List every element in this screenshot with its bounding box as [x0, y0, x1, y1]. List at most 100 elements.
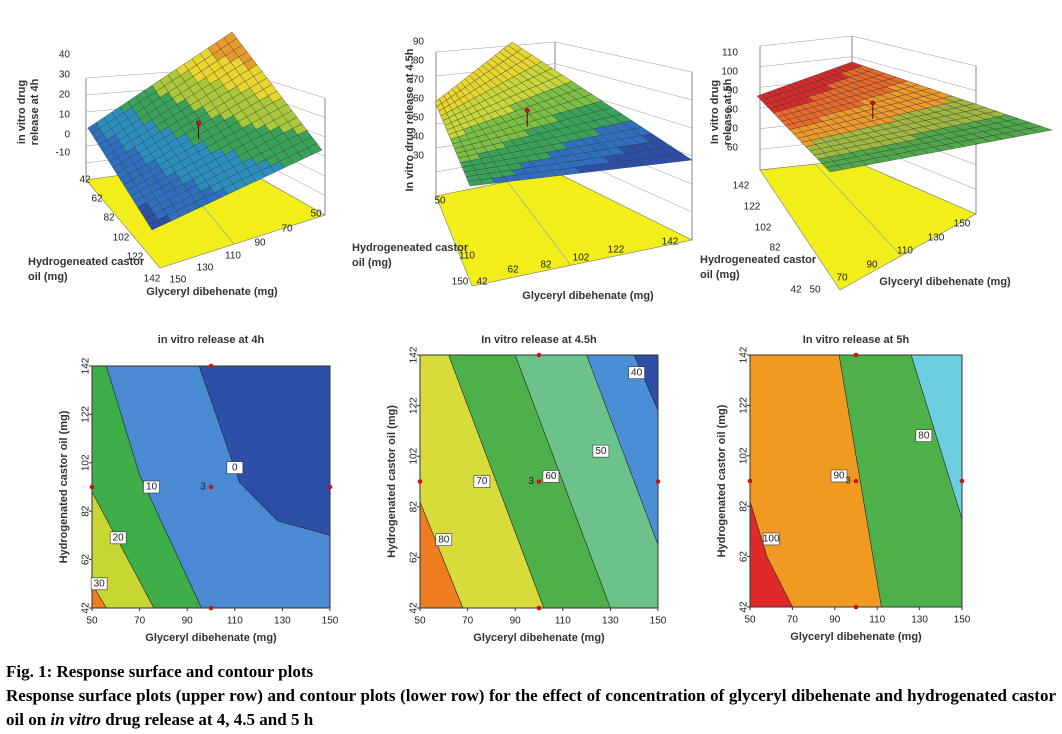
- z-tick-label: 90: [413, 37, 425, 48]
- x-tick-label: 50: [809, 285, 821, 296]
- y-axis-label-line: Hydrogeneated castor: [700, 254, 817, 266]
- y-tick-label: 82: [739, 500, 750, 512]
- x-tick-label: 150: [954, 219, 971, 230]
- x-tick-label: 110: [897, 246, 913, 257]
- y-tick-label: 122: [409, 397, 420, 414]
- x-tick-label: 110: [869, 615, 885, 626]
- y-tick-label: 102: [113, 233, 130, 244]
- contour-label: 20: [113, 532, 125, 543]
- y-tick-label: 150: [452, 277, 469, 288]
- y-tick-label: 102: [81, 454, 92, 471]
- contour-label-box: [762, 532, 780, 546]
- contour-label-box: [473, 475, 491, 488]
- y-tick-label: 42: [739, 601, 750, 613]
- y-tick-label: 82: [769, 243, 781, 254]
- z-tick-label: 100: [721, 67, 738, 78]
- design-point: [208, 605, 214, 611]
- x-tick-label: 150: [170, 275, 187, 286]
- contour-label-box: [542, 470, 560, 483]
- z-axis-label: In vitro drugrelease at 5h: [709, 78, 734, 145]
- x-tick-label: 70: [836, 273, 848, 284]
- y-tick-label: 42: [79, 175, 91, 186]
- y-tick-label: 110: [459, 251, 475, 262]
- z-tick-label: 10: [59, 110, 71, 121]
- y-tick-label: 42: [409, 602, 420, 614]
- y-tick-label: 142: [81, 357, 92, 374]
- y-tick-label: 62: [81, 554, 92, 566]
- x-tick-label: 70: [281, 224, 293, 235]
- caption-italic: in vitro: [50, 710, 101, 729]
- x-tick-label: 50: [744, 615, 756, 626]
- y-tick-label: 142: [409, 346, 420, 363]
- z-axis-label-line: release at 4h: [29, 78, 41, 145]
- z-tick-label: 40: [59, 50, 71, 61]
- design-point: [853, 604, 859, 610]
- design-point: [870, 100, 876, 106]
- design-point: [89, 484, 95, 490]
- y-tick-label: 42: [81, 602, 92, 614]
- x-axis-label: Glyceryl dibehenate (mg): [146, 286, 278, 298]
- x-axis-label: Glyceryl dibehenate (mg): [473, 632, 605, 644]
- z-tick-label: 0: [64, 130, 70, 141]
- z-tick-label: 80: [413, 56, 425, 67]
- y-tick-label: 62: [739, 551, 750, 563]
- y-tick-label: 102: [739, 447, 750, 464]
- y-axis-label-line: oil (mg): [352, 257, 392, 269]
- y-axis-label: Hydrogeneated castor oil (mg): [28, 256, 145, 283]
- contour-label: 50: [595, 446, 607, 457]
- x-tick-label: 110: [225, 251, 241, 262]
- contour-label: 40: [631, 367, 643, 378]
- contour-label-box: [592, 444, 610, 458]
- caption-title: Fig. 1: Response surface and contour plo…: [6, 662, 314, 681]
- z-tick-label: 30: [59, 70, 71, 81]
- x-tick-label: 70: [462, 616, 474, 627]
- x-axis-label: Glyceryl dibehenate (mg): [145, 632, 277, 644]
- x-tick-label: 102: [573, 253, 590, 264]
- x-tick-label: 130: [197, 263, 214, 274]
- floor: [759, 159, 977, 291]
- y-axis-label-line: Hydrogeneated castor: [28, 256, 145, 268]
- design-point: [417, 479, 423, 484]
- z-axis-label-line: In vitro drug release at 4.5h: [404, 48, 416, 191]
- x-tick-label: 130: [602, 616, 619, 627]
- contour-label: 0: [232, 462, 238, 473]
- x-tick-label: 70: [787, 615, 799, 626]
- x-tick-label: 90: [829, 615, 841, 626]
- y-tick-label: 82: [103, 213, 115, 224]
- z-tick-label: 80: [727, 105, 739, 116]
- x-axis-label: Glyceryl dibehenate (mg): [879, 276, 1011, 288]
- z-tick-label: 70: [413, 75, 425, 86]
- x-tick-label: 50: [86, 616, 98, 627]
- x-tick-label: 90: [182, 616, 194, 627]
- center-point-count: 3: [845, 476, 851, 487]
- design-point: [853, 478, 859, 484]
- y-tick-label: 122: [127, 252, 144, 263]
- floor-contour: [507, 181, 572, 266]
- design-point: [208, 484, 214, 490]
- caption-text: Response surface plots (upper row) and c…: [6, 684, 1056, 732]
- contour-label: 80: [918, 430, 930, 441]
- y-tick-label: 82: [409, 501, 420, 513]
- x-tick-label: 50: [414, 616, 426, 627]
- y-axis-label: Hydrogeneated castor oil (mg): [352, 242, 469, 269]
- z-axis-label: In vitro drug release at 4.5h: [404, 48, 416, 191]
- z-tick-label: 20: [59, 90, 71, 101]
- y-tick-label: 62: [91, 194, 103, 205]
- y-tick-label: 122: [739, 397, 750, 414]
- y-tick-label: 102: [409, 447, 420, 464]
- x-tick-label: 142: [662, 237, 679, 248]
- x-tick-label: 130: [928, 233, 945, 244]
- z-tick-label: 70: [727, 124, 739, 135]
- x-tick-label: 50: [310, 209, 322, 220]
- z-tick-label: -10: [56, 148, 71, 159]
- y-axis-label: Hydrogenated castor oil (mg): [716, 404, 728, 557]
- y-tick-label: 122: [81, 406, 92, 423]
- y-tick-label: 102: [755, 223, 772, 234]
- contour-label-box: [109, 531, 127, 545]
- z-tick-label: 60: [413, 94, 425, 105]
- y-tick-label: 50: [434, 196, 446, 207]
- center-point-count: 3: [528, 476, 534, 487]
